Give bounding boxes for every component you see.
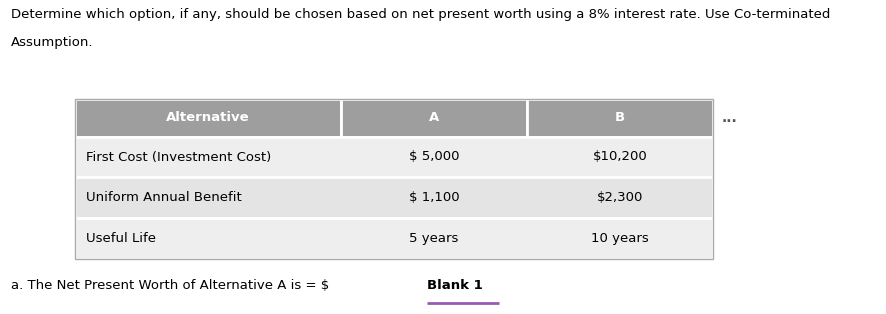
Text: a. The Net Present Worth of Alternative A is = $: a. The Net Present Worth of Alternative … — [11, 279, 333, 292]
FancyBboxPatch shape — [75, 137, 713, 177]
Text: $ 1,100: $ 1,100 — [408, 191, 460, 204]
FancyBboxPatch shape — [75, 99, 341, 137]
Text: ...: ... — [722, 111, 738, 125]
Text: A: A — [429, 111, 439, 124]
Text: Alternative: Alternative — [167, 111, 250, 124]
Text: First Cost (Investment Cost): First Cost (Investment Cost) — [86, 150, 271, 164]
Text: B: B — [615, 111, 626, 124]
Text: Useful Life: Useful Life — [86, 232, 156, 245]
FancyBboxPatch shape — [527, 99, 713, 137]
FancyBboxPatch shape — [75, 177, 713, 218]
Text: $10,200: $10,200 — [593, 150, 648, 164]
Text: $ 5,000: $ 5,000 — [409, 150, 459, 164]
Text: Blank 1: Blank 1 — [427, 279, 483, 292]
FancyBboxPatch shape — [75, 218, 713, 259]
Text: $2,300: $2,300 — [597, 191, 643, 204]
Text: 10 years: 10 years — [591, 232, 649, 245]
Text: Uniform Annual Benefit: Uniform Annual Benefit — [86, 191, 242, 204]
Text: Determine which option, if any, should be chosen based on net present worth usin: Determine which option, if any, should b… — [11, 8, 830, 21]
Text: Assumption.: Assumption. — [11, 36, 93, 49]
Text: 5 years: 5 years — [409, 232, 459, 245]
FancyBboxPatch shape — [341, 99, 527, 137]
